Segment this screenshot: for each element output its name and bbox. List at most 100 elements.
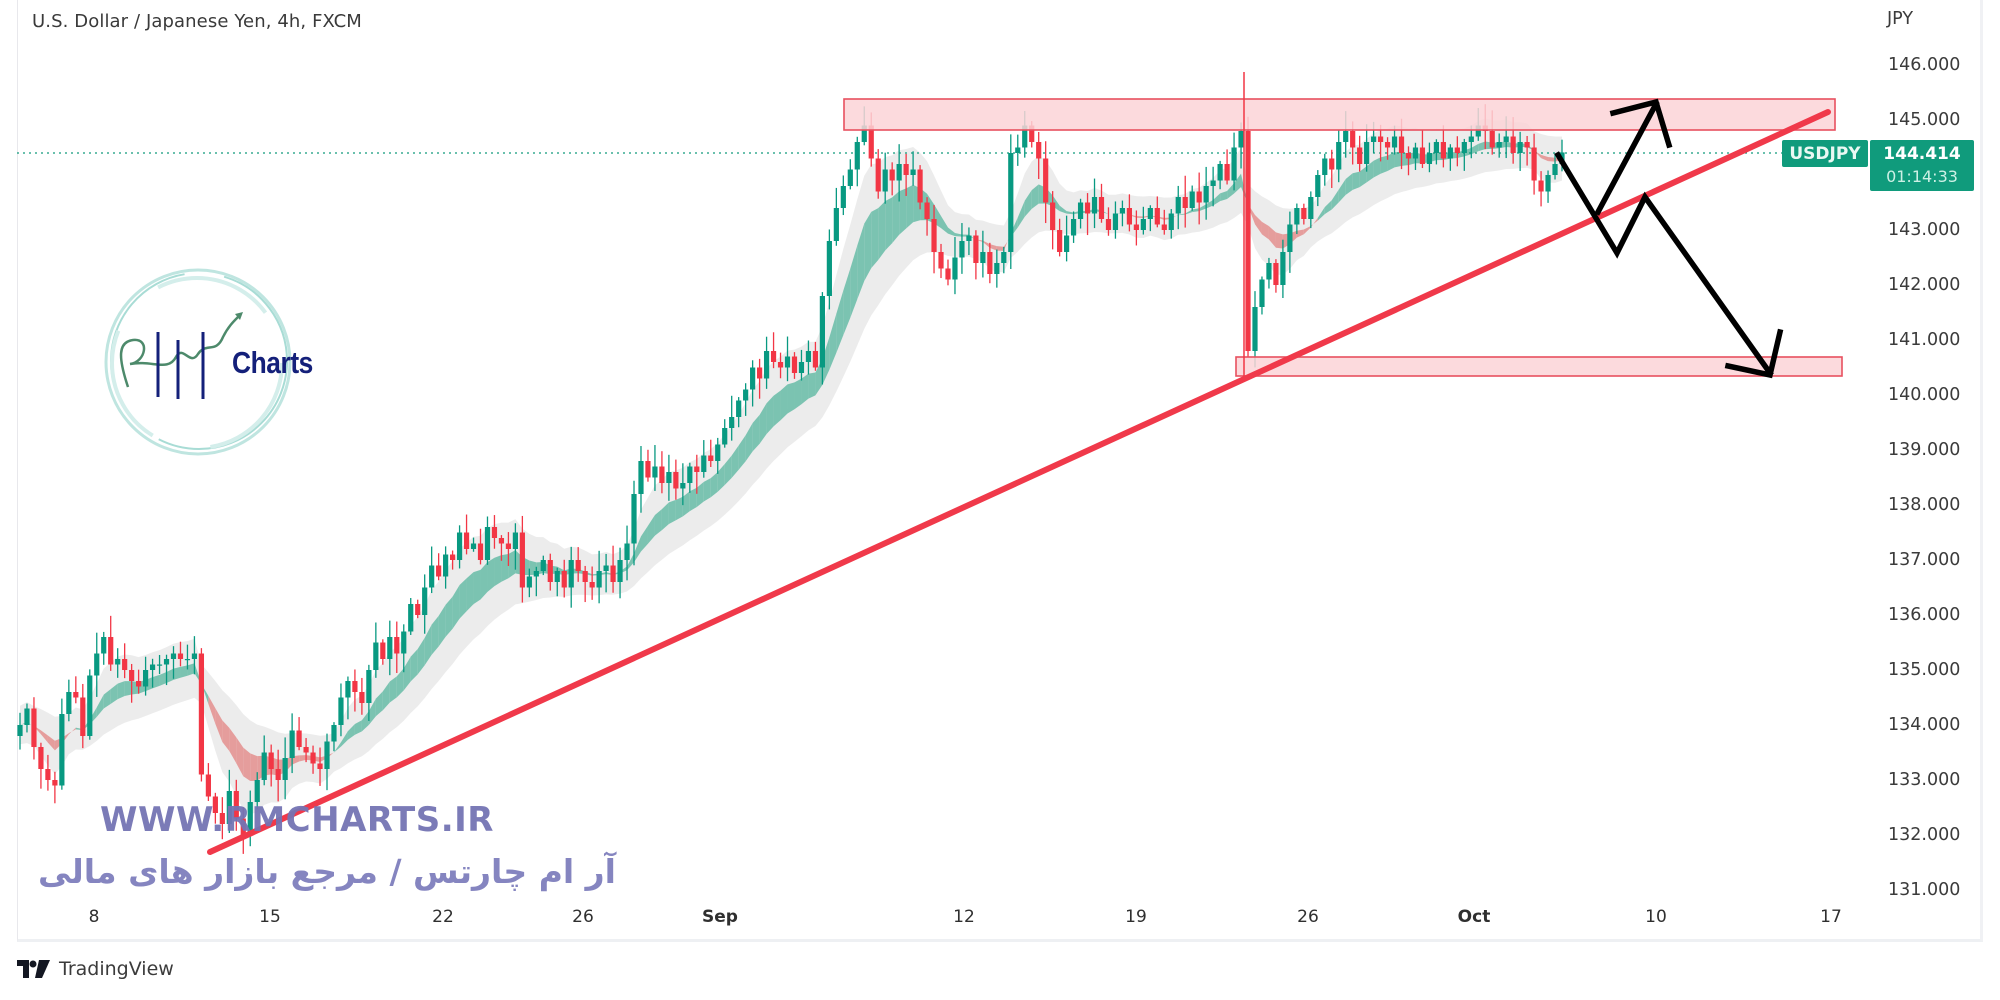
watermark-persian-tagline: آر ام چارتس / مرجع بازار های مالی xyxy=(38,852,616,891)
ma-envelope xyxy=(20,118,1562,815)
candle xyxy=(526,576,532,588)
price-tick: 138.000 xyxy=(1888,495,1961,515)
candle xyxy=(673,472,679,489)
chart-frame[interactable] xyxy=(17,0,1983,942)
candle xyxy=(763,351,770,379)
candle xyxy=(226,791,232,824)
candle xyxy=(1503,136,1509,142)
candle xyxy=(149,664,156,670)
candle xyxy=(1336,142,1342,170)
candle xyxy=(1175,197,1181,214)
candle xyxy=(1371,136,1377,142)
candle xyxy=(331,725,337,742)
resistance-zone[interactable] xyxy=(843,98,1836,131)
candle xyxy=(1489,131,1495,148)
support-zone[interactable] xyxy=(1235,356,1843,377)
candle xyxy=(596,571,602,588)
candle xyxy=(589,582,595,588)
rmcharts-logo xyxy=(104,268,292,456)
candle xyxy=(777,362,784,368)
candle xyxy=(212,796,218,813)
candle xyxy=(1161,224,1167,230)
candle xyxy=(1015,147,1021,153)
candle xyxy=(73,692,79,698)
candle xyxy=(750,367,756,390)
candle xyxy=(561,571,567,588)
candle xyxy=(826,241,832,296)
candle xyxy=(729,417,735,428)
candle xyxy=(477,543,484,560)
logo-text: Charts xyxy=(232,345,313,380)
candle xyxy=(498,538,505,544)
candle xyxy=(945,268,951,280)
candle xyxy=(505,543,512,549)
candle xyxy=(38,747,44,769)
candle xyxy=(1531,147,1537,181)
candle xyxy=(1182,197,1188,208)
candle xyxy=(80,697,86,736)
bearish-arrowhead xyxy=(1724,328,1784,379)
price-tick: 133.000 xyxy=(1888,770,1961,790)
candle xyxy=(1105,219,1112,230)
candle xyxy=(736,400,742,417)
projection-arrows[interactable] xyxy=(1554,98,1784,379)
candle xyxy=(380,642,386,659)
candle xyxy=(1091,197,1098,214)
candle xyxy=(1273,263,1279,285)
candle xyxy=(924,202,930,219)
candle xyxy=(1517,142,1523,153)
time-tick: Sep xyxy=(702,907,738,927)
candle xyxy=(387,637,393,659)
candle xyxy=(1545,175,1551,192)
candle xyxy=(1140,219,1146,230)
last-price-badge: 144.414 01:14:33 xyxy=(1870,140,1974,191)
candle xyxy=(547,560,553,582)
candle xyxy=(910,169,916,175)
ascending-trendline[interactable] xyxy=(207,109,1831,855)
candle xyxy=(868,125,874,159)
candle xyxy=(254,780,260,802)
candle xyxy=(980,252,986,263)
candle xyxy=(1084,202,1091,214)
candle xyxy=(1301,208,1307,219)
candle xyxy=(1357,147,1363,164)
candle xyxy=(959,241,965,258)
candle xyxy=(443,554,449,577)
candle xyxy=(66,692,72,714)
candle xyxy=(1224,164,1230,181)
chart-title: U.S. Dollar / Japanese Yen, 4h, FXCM xyxy=(32,11,362,32)
candle xyxy=(1405,153,1412,159)
candle xyxy=(1364,142,1370,164)
candle xyxy=(415,604,421,615)
candle xyxy=(694,466,700,472)
candles xyxy=(17,104,1565,854)
candle xyxy=(94,653,100,676)
candle xyxy=(1147,208,1153,219)
price-tick: 137.000 xyxy=(1888,550,1961,570)
candle xyxy=(156,664,163,666)
candle xyxy=(184,659,191,661)
candle xyxy=(240,818,246,835)
candle xyxy=(422,587,428,615)
candle xyxy=(470,543,477,549)
price-tick: 132.000 xyxy=(1888,825,1961,845)
price-tick: 143.000 xyxy=(1888,220,1961,240)
candle xyxy=(1294,208,1300,225)
candle xyxy=(449,554,456,560)
candle xyxy=(1426,153,1433,164)
candle xyxy=(1022,125,1028,148)
candle xyxy=(394,637,400,654)
candle xyxy=(645,461,651,478)
candle xyxy=(659,466,665,483)
price-tick: 142.000 xyxy=(1888,275,1961,295)
candle xyxy=(1280,252,1286,285)
candle xyxy=(638,461,644,494)
tradingview-branding[interactable]: TradingView xyxy=(17,958,174,980)
candle xyxy=(854,142,860,170)
candle xyxy=(917,169,923,203)
bullish-projection-line xyxy=(1594,100,1660,216)
candle xyxy=(812,351,819,368)
candle xyxy=(1377,136,1384,142)
candle xyxy=(1029,125,1035,142)
